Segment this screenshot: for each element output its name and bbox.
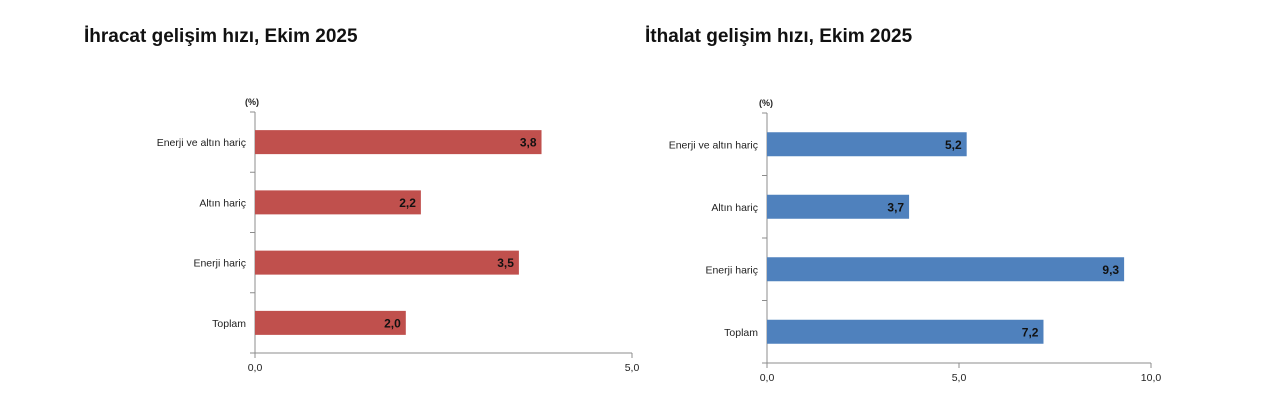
export-value-label: 3,8 (520, 136, 537, 150)
import-category-label: Enerji ve altın hariç (669, 139, 758, 151)
export-chart-title: İhracat gelişim hızı, Ekim 2025 (84, 26, 358, 47)
import-category-label: Enerji hariç (705, 264, 758, 276)
import-value-label: 5,2 (945, 138, 962, 152)
export-category-label: Enerji hariç (193, 258, 246, 270)
import-bar (767, 257, 1125, 282)
import-x-tick-label: 0,0 (760, 372, 775, 384)
import-x-tick-label: 5,0 (952, 372, 967, 384)
import-value-label: 7,2 (1022, 325, 1039, 339)
export-unit-label: (%) (245, 97, 259, 107)
export-category-label: Enerji ve altın hariç (157, 137, 246, 149)
export-bar (255, 250, 519, 275)
import-bar (767, 319, 1044, 344)
import-value-label: 3,7 (887, 200, 904, 214)
import-bar (767, 132, 967, 157)
export-bar (255, 310, 406, 335)
export-category-label: Toplam (212, 318, 246, 330)
export-value-label: 2,2 (399, 196, 416, 210)
export-bar (255, 130, 542, 155)
export-value-label: 2,0 (384, 316, 401, 330)
import-bar (767, 194, 910, 219)
import-x-tick-label: 10,0 (1141, 372, 1162, 384)
export-x-tick-label: 5,0 (625, 362, 640, 374)
import-value-label: 9,3 (1102, 263, 1119, 277)
import-unit-label: (%) (759, 98, 773, 108)
export-bar (255, 190, 421, 215)
import-chart-title: İthalat gelişim hızı, Ekim 2025 (645, 26, 913, 47)
import-category-label: Toplam (724, 327, 758, 339)
export-category-label: Altın hariç (199, 197, 246, 209)
export-value-label: 3,5 (497, 256, 514, 270)
import-category-label: Altın hariç (711, 202, 758, 214)
export-x-tick-label: 0,0 (248, 362, 263, 374)
